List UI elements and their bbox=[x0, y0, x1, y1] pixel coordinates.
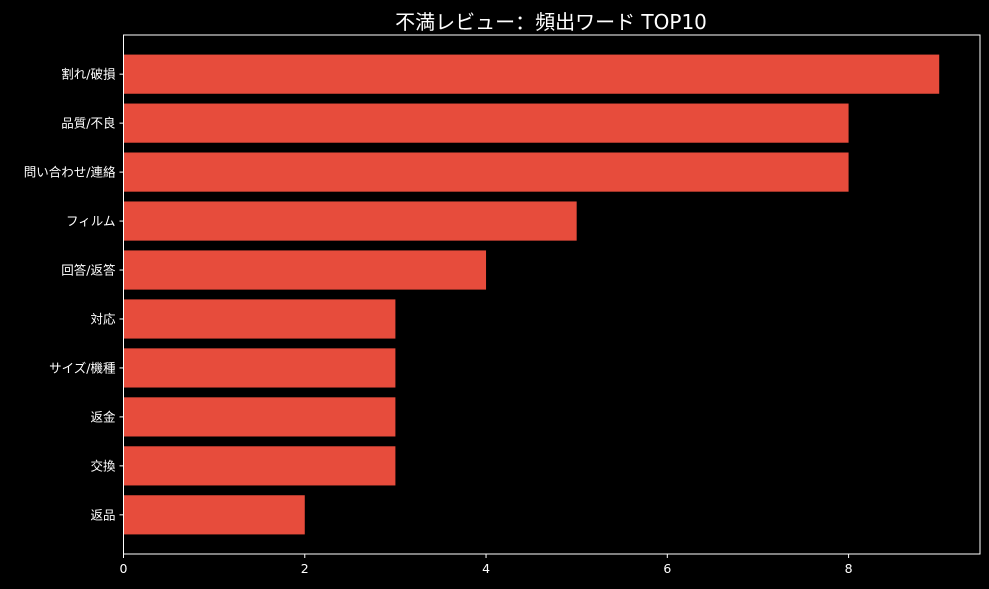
bar-2 bbox=[123, 103, 849, 143]
bar-6 bbox=[123, 299, 396, 339]
category-label-4: フィルム bbox=[66, 214, 116, 229]
bar-5 bbox=[123, 250, 487, 290]
category-label-2: 品質/不良 bbox=[61, 116, 115, 131]
x-tick-label-8: 8 bbox=[845, 561, 853, 576]
bar-7 bbox=[123, 348, 396, 388]
category-label-8: 返金 bbox=[90, 409, 116, 424]
bar-1 bbox=[123, 54, 940, 94]
category-label-3: 問い合わせ/連絡 bbox=[24, 165, 116, 180]
x-axis-ticks-group: 0 2 4 6 8 bbox=[120, 554, 853, 576]
category-labels-group: 割れ/破損品質/不良問い合わせ/連絡フィルム回答/返答対応サイズ/機種返金交換返… bbox=[24, 67, 124, 522]
category-label-5: 回答/返答 bbox=[61, 263, 116, 278]
bars-group bbox=[123, 54, 940, 535]
bar-3 bbox=[123, 152, 849, 192]
category-label-7: サイズ/機種 bbox=[49, 360, 116, 375]
plot-frame bbox=[123, 34, 981, 555]
category-label-9: 交換 bbox=[90, 458, 116, 473]
category-label-10: 返品 bbox=[90, 507, 115, 522]
bar-10 bbox=[123, 495, 305, 535]
chart-title: 不満レビュー：頻出ワード TOP10 bbox=[395, 10, 707, 34]
bar-9 bbox=[123, 446, 396, 486]
x-tick-label-4: 4 bbox=[482, 561, 490, 576]
bar-8 bbox=[123, 397, 396, 437]
category-label-1: 割れ/破損 bbox=[61, 67, 116, 82]
bar-4 bbox=[123, 201, 577, 241]
x-tick-label-6: 6 bbox=[663, 561, 671, 576]
x-tick-label-0: 0 bbox=[120, 561, 128, 576]
category-label-6: 対応 bbox=[90, 311, 116, 326]
x-tick-label-2: 2 bbox=[301, 561, 309, 576]
